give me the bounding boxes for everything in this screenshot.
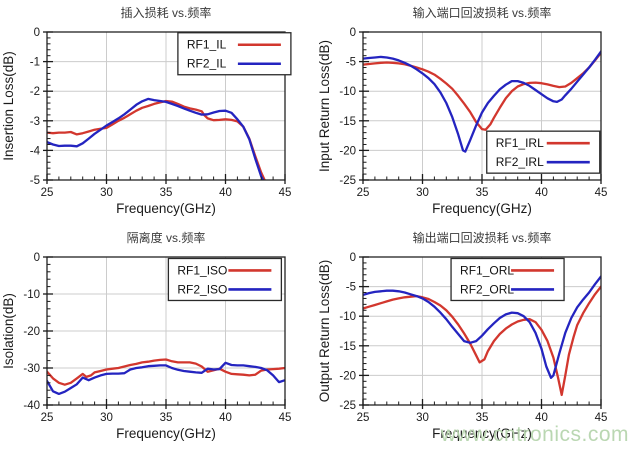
y-tick-label: -20 <box>339 145 356 157</box>
y-tick-label: -20 <box>23 326 40 338</box>
legend-label-RF1_IL: RF1_IL <box>187 38 227 52</box>
x-tick-label: 25 <box>41 412 54 424</box>
y-axis-label: Insertion Loss(dB) <box>1 51 16 161</box>
y-tick-label: 0 <box>34 27 40 39</box>
chart-insertion-loss: 25 30 35 40 45 -5 -4 -3 -2 -1 0 插入损耗 vs.频率 Frequency… <box>1 5 292 216</box>
y-tick-label: -25 <box>339 175 356 187</box>
x-tick-label: 35 <box>160 187 173 199</box>
x-tick-label: 45 <box>279 412 292 424</box>
legend-label-RF2_ORL: RF2_ORL <box>460 282 514 296</box>
y-tick-label: 0 <box>350 252 356 264</box>
legend: RF1_ISO RF2_ISO <box>167 257 283 302</box>
legend-label-RF2_IL: RF2_IL <box>187 57 227 71</box>
y-tick-label: -10 <box>23 289 40 301</box>
y-tick-label: -25 <box>339 400 356 412</box>
series-RF1_ORL <box>363 285 601 397</box>
chart-cell-isolation: 25 30 35 40 45 -40 -30 -20 -10 0 隔离度 vs.频率 Frequenc… <box>0 225 316 449</box>
chart-title: 输出端口回波损耗 vs.频率 <box>413 230 552 245</box>
series-group <box>363 50 601 153</box>
x-tick-label: 30 <box>100 187 113 199</box>
y-tick-label: -4 <box>30 145 41 157</box>
x-tick-label: 30 <box>100 412 113 424</box>
chart-cell-insertion-loss: 25 30 35 40 45 -5 -4 -3 -2 -1 0 插入损耗 vs.频率 Frequency… <box>0 0 316 225</box>
y-tick-label: -10 <box>339 86 356 98</box>
series-RF1_ISO <box>47 358 285 386</box>
series-RF2_ORL <box>363 275 601 379</box>
x-tick-label: 25 <box>357 187 370 199</box>
series-group <box>363 275 601 397</box>
chart-cell-output-return-loss: 25 30 35 40 45 -25 -20 -15 -10 -5 0 输出端口回波损耗 vs.频率 F… <box>316 225 632 449</box>
legend-label-RF2_ISO: RF2_ISO <box>177 282 227 296</box>
chart-cell-input-return-loss: 25 30 35 40 45 -25 -20 -15 -10 -5 0 输入端口回波损耗 vs.频率 F… <box>316 0 632 225</box>
legend-label-RF2_IRL: RF2_IRL <box>496 155 544 169</box>
chart-output-return-loss: 25 30 35 40 45 -25 -20 -15 -10 -5 0 输出端口回波损耗 vs.频率 F… <box>317 230 607 441</box>
series-group <box>47 358 285 396</box>
chart-isolation: 25 30 35 40 45 -40 -30 -20 -10 0 隔离度 vs.频率 Frequenc… <box>1 230 291 441</box>
x-tick-label: 40 <box>219 412 232 424</box>
y-tick-label: -10 <box>339 311 356 323</box>
x-tick-label: 40 <box>535 412 548 424</box>
y-tick-label: -15 <box>339 116 356 128</box>
y-axis-label: Input Return Loss(dB) <box>317 40 332 172</box>
axes-ticks: 25 30 35 40 45 -25 -20 -15 -10 -5 0 <box>339 252 607 424</box>
x-tick-label: 45 <box>595 187 608 199</box>
series-RF2_ISO <box>47 361 285 396</box>
y-tick-label: 0 <box>350 27 356 39</box>
y-tick-label: -20 <box>339 370 356 382</box>
x-tick-label: 45 <box>279 187 292 199</box>
series-RF1_IL <box>47 99 266 180</box>
y-tick-label: -1 <box>30 57 40 69</box>
x-tick-label: 30 <box>416 187 429 199</box>
chart-title: 隔离度 vs.频率 <box>127 230 206 245</box>
x-tick-label: 25 <box>41 187 54 199</box>
y-tick-label: -5 <box>30 175 40 187</box>
x-axis-label: Frequency(GHz) <box>432 201 532 216</box>
legend: RF1_ORL RF2_ORL <box>450 257 565 302</box>
x-tick-label: 35 <box>160 412 173 424</box>
y-axis-label: Output Return Loss(dB) <box>317 260 332 403</box>
series-RF2_IL <box>47 97 265 180</box>
y-tick-label: 0 <box>34 252 40 264</box>
axes-ticks: 25 30 35 40 45 -5 -4 -3 -2 -1 0 <box>30 27 292 199</box>
x-axis-label: Frequency(GHz) <box>116 426 216 441</box>
chart-input-return-loss: 25 30 35 40 45 -25 -20 -15 -10 -5 0 输入端口回波损耗 vs.频率 F… <box>317 5 607 216</box>
x-tick-label: 25 <box>357 412 370 424</box>
legend: RF1_IL RF2_IL <box>177 32 292 76</box>
chart-title: 输入端口回波损耗 vs.频率 <box>413 5 552 20</box>
series-group <box>47 97 266 180</box>
y-tick-label: -5 <box>346 57 356 69</box>
legend-label-RF1_ORL: RF1_ORL <box>460 263 514 277</box>
y-axis-label: Isolation(dB) <box>1 293 16 369</box>
series-RF1_IRL <box>363 51 601 131</box>
x-tick-label: 40 <box>535 187 548 199</box>
x-tick-label: 30 <box>416 412 429 424</box>
chart-title: 插入损耗 vs.频率 <box>121 5 212 20</box>
y-tick-label: -3 <box>30 116 40 128</box>
x-tick-label: 35 <box>476 412 489 424</box>
y-tick-label: -30 <box>23 363 40 375</box>
legend-label-RF1_ISO: RF1_ISO <box>177 263 227 277</box>
legend-label-RF1_IRL: RF1_IRL <box>496 136 544 150</box>
y-tick-label: -15 <box>339 341 356 353</box>
x-tick-label: 45 <box>595 412 608 424</box>
x-axis-label: Frequency(GHz) <box>432 426 532 441</box>
axes-ticks: 25 30 35 40 45 -25 -20 -15 -10 -5 0 <box>339 27 607 199</box>
y-tick-label: -40 <box>23 400 40 412</box>
x-tick-label: 40 <box>219 187 232 199</box>
x-tick-label: 35 <box>476 187 489 199</box>
axes-ticks: 25 30 35 40 45 -40 -30 -20 -10 0 <box>23 252 291 424</box>
y-tick-label: -5 <box>346 282 356 294</box>
x-axis-label: Frequency(GHz) <box>116 201 216 216</box>
legend: RF1_IRL RF2_IRL <box>486 130 601 174</box>
series-RF2_IRL <box>363 50 601 153</box>
y-tick-label: -2 <box>30 86 40 98</box>
